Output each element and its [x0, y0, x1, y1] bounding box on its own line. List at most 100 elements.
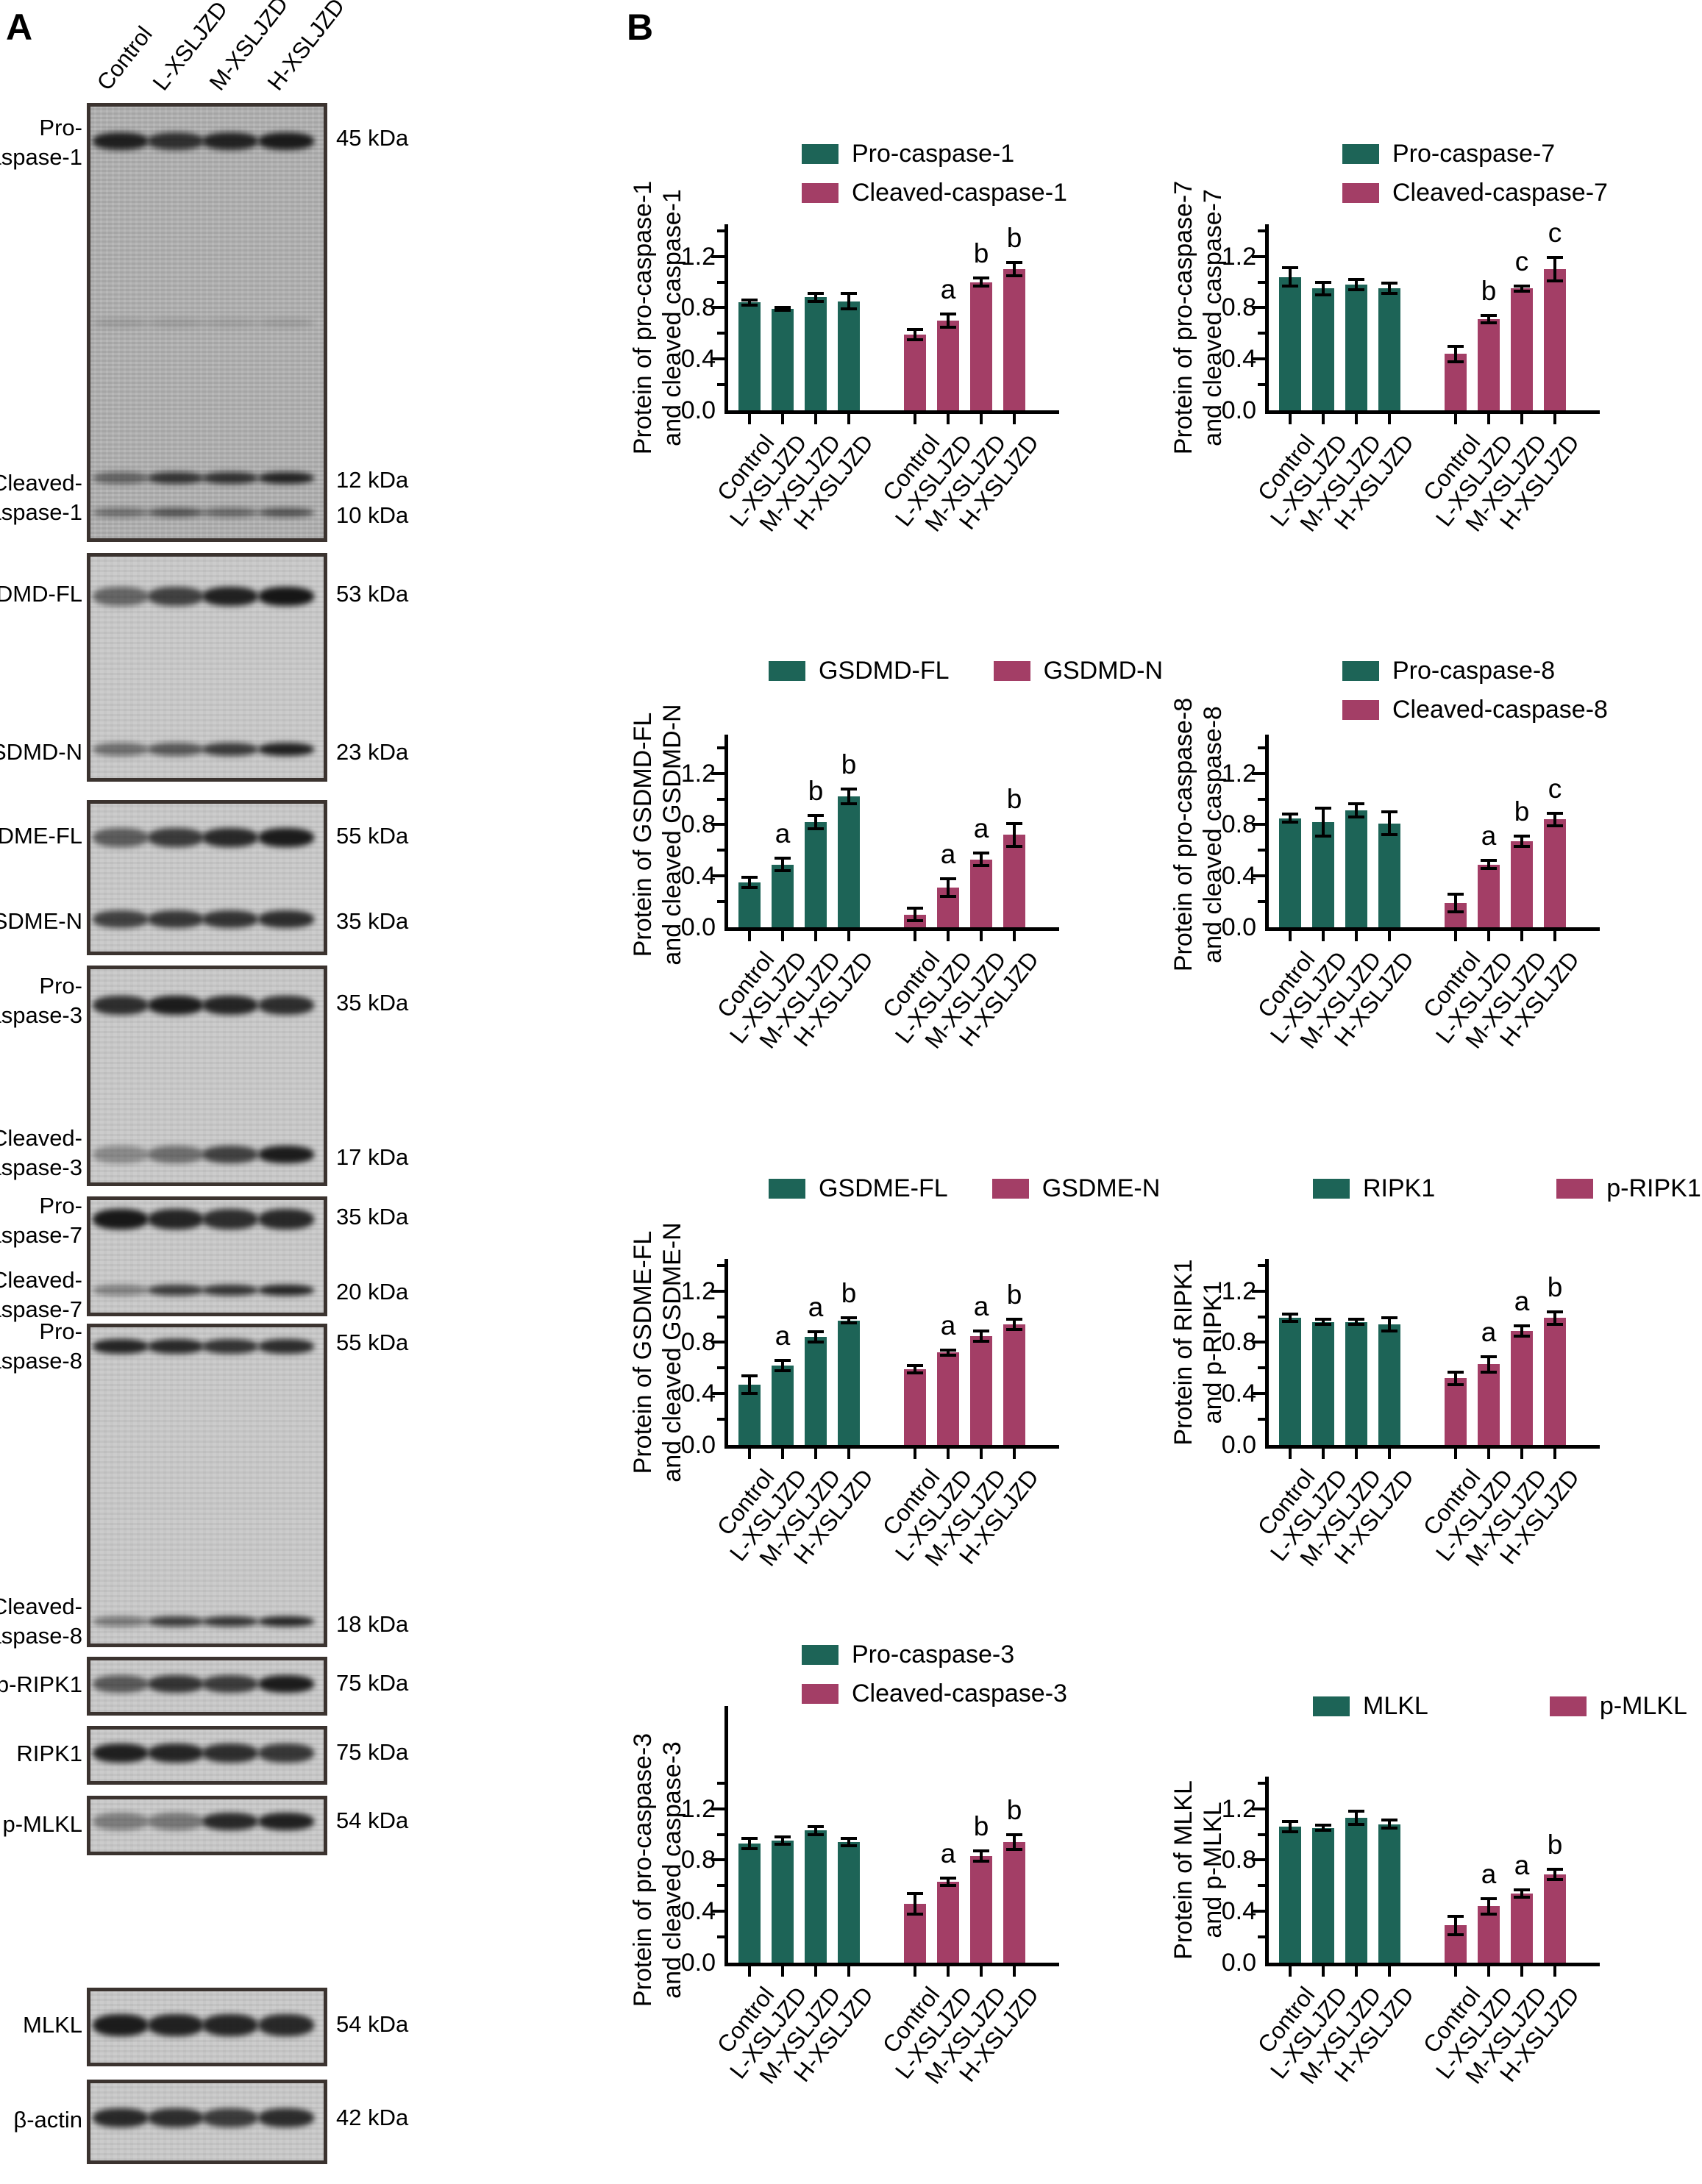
y-axis-label: Protein of RIPK1 and p-RIPK1 — [1169, 1259, 1228, 1445]
x-axis — [724, 927, 1059, 931]
y-tick-minor — [717, 1418, 724, 1421]
blot-label-line: p-MLKL — [2, 1810, 82, 1837]
y-tick-minor — [1258, 849, 1265, 852]
error-bar-line — [1487, 1898, 1490, 1914]
x-tick — [947, 414, 950, 424]
legend-swatch-teal — [1313, 1696, 1350, 1716]
y-axis-label: Protein of pro-caspase-7 and cleaved casp… — [1169, 180, 1228, 454]
legend: Pro-caspase-7 Cleaved-caspase-7 — [1269, 140, 1688, 207]
kda-label: 75 kDa — [336, 1739, 409, 1765]
y-tick-minor — [1258, 1935, 1265, 1939]
y-tick-major — [1252, 1858, 1265, 1862]
error-bar-cap-top — [808, 1825, 824, 1829]
bar-GSDMD-FL-M-XSLJZD — [805, 821, 827, 927]
kda-label: 35 kDa — [336, 990, 409, 1016]
y-tick-minor — [717, 1781, 724, 1785]
y-tick-minor — [1258, 746, 1265, 749]
significance-letter: b — [841, 749, 857, 779]
legend-label: MLKL — [1363, 1692, 1428, 1720]
blot-label-line: caspase-3 — [0, 1155, 82, 1180]
bar-p-MLKL-H-XSLJZD — [1544, 1874, 1566, 1963]
error-bar-cap-bottom — [1381, 1329, 1397, 1332]
significance-letter: b — [1481, 275, 1497, 306]
x-tick — [781, 414, 784, 424]
error-bar-line — [781, 1360, 784, 1371]
x-tick — [1013, 931, 1016, 941]
y-axis-label-line: and cleaved caspase-7 — [1199, 188, 1227, 446]
bar-Pro-caspase-7-Control — [1279, 276, 1301, 410]
y-tick-minor — [717, 1833, 724, 1836]
blot-label-caspase-7: Cleaved-caspase-7 — [0, 1266, 82, 1324]
y-axis — [1265, 1259, 1269, 1449]
error-bar-cap-top — [1448, 344, 1464, 348]
error-bar-line — [1487, 315, 1490, 324]
error-bar-cap-bottom — [1514, 1334, 1530, 1338]
error-bar-line — [1553, 1311, 1556, 1324]
significance-letter: b — [1547, 1829, 1563, 1860]
legend-item-Cleaved-caspase-1: Cleaved-caspase-1 — [802, 179, 1067, 207]
x-tick — [980, 1966, 983, 1977]
significance-letter: a — [973, 1291, 989, 1321]
chart-3: Pro-caspase-8 Cleaved-caspase-8 0.0 0.4 0.8 1… — [1169, 638, 1702, 1153]
error-bar-cap-top — [1514, 1324, 1530, 1327]
y-tick-major — [711, 306, 724, 310]
band-caspase-7-1-lane2 — [202, 1284, 259, 1296]
error-bar-cap-bottom — [1315, 1322, 1331, 1326]
y-tick-minor — [1258, 383, 1265, 387]
significance-letter: b — [1514, 796, 1530, 827]
significance-letter: a — [775, 818, 791, 849]
error-bar-line — [947, 1349, 950, 1355]
y-tick-label: 0.0 — [680, 396, 716, 424]
y-tick-minor — [717, 797, 724, 801]
error-bar-cap-top — [1481, 313, 1497, 317]
error-bar-cap-top — [775, 1835, 791, 1838]
x-tick — [1388, 1966, 1391, 1977]
legend-swatch-teal — [769, 1179, 805, 1199]
blot-label-MLKL: MLKL — [23, 2010, 82, 2040]
x-tick — [1454, 1966, 1457, 1977]
blot-label-line: p-RIPK1 — [0, 1671, 82, 1698]
error-bar-cap-bottom — [1547, 1877, 1563, 1881]
legend-item-Cleaved-caspase-3: Cleaved-caspase-3 — [802, 1680, 1067, 1708]
band-caspase-1-3-lane1 — [147, 507, 204, 517]
error-bar-line — [1487, 1356, 1490, 1372]
band-caspase-1-0-lane0 — [93, 132, 149, 150]
band-MLKL-0-lane0 — [93, 2013, 149, 2036]
y-axis-label: Protein of pro-caspase-8 and cleaved casp… — [1169, 697, 1228, 971]
blot-label-line: RIPK1 — [16, 1741, 82, 1767]
blot-label-line: caspase-3 — [0, 1002, 82, 1028]
error-bar-cap-top — [1315, 280, 1331, 284]
error-bar-cap-top — [1481, 859, 1497, 863]
x-tick — [1454, 931, 1457, 941]
x-tick — [1487, 1966, 1490, 1977]
y-tick-minor — [1258, 1366, 1265, 1370]
legend: MLKL p-MLKL — [1269, 1692, 1687, 1721]
blot-label-line: Cleaved- — [0, 1125, 82, 1151]
x-tick — [1355, 414, 1358, 424]
bar-Pro-caspase-7-H-XSLJZD — [1378, 288, 1400, 410]
error-bar-cap-bottom — [1348, 1322, 1364, 1326]
error-bar-cap-top — [808, 814, 824, 818]
significance-letter: b — [1006, 783, 1022, 814]
legend-item-Pro-caspase-8: Pro-caspase-8 — [1342, 657, 1555, 685]
bar-Cleaved-caspase-8-M-XSLJZD — [1511, 841, 1533, 927]
y-tick-major — [711, 874, 724, 878]
y-tick-label: 0.4 — [680, 862, 716, 891]
x-tick — [1454, 414, 1457, 424]
error-bar-line — [1520, 1325, 1523, 1336]
legend-label: Cleaved-caspase-1 — [852, 179, 1067, 207]
legend-label: p-RIPK1 — [1606, 1174, 1701, 1202]
y-axis-label-line: Protein of MLKL — [1169, 1780, 1197, 1960]
x-tick — [1355, 1449, 1358, 1459]
x-tick — [1388, 414, 1391, 424]
blot-p-MLKL — [87, 1796, 327, 1855]
panel-a-label: A — [6, 7, 33, 48]
y-axis-label: Protein of MLKL and p-MLKL — [1169, 1780, 1228, 1960]
band-RIPK1-0-lane0 — [93, 1743, 149, 1763]
legend-label: Pro-caspase-1 — [852, 140, 1015, 168]
x-tick — [1013, 1449, 1016, 1459]
y-tick-major — [711, 823, 724, 827]
error-bar-line — [1013, 1319, 1016, 1330]
error-bar-cap-top — [841, 1836, 857, 1840]
